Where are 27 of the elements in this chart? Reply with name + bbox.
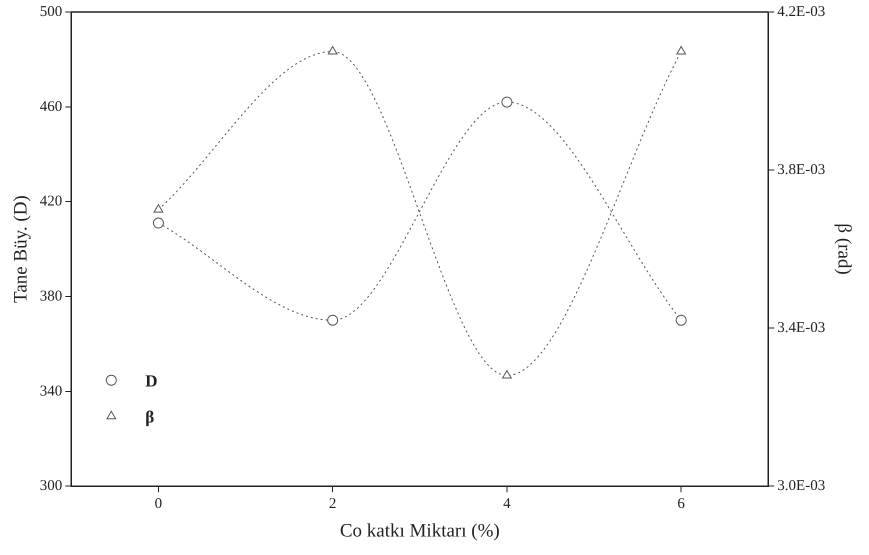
y-axis-title: Tane Büy. (D) <box>10 195 32 303</box>
y2-tick-label: 3.0E-03 <box>777 478 826 494</box>
y-tick-label: 340 <box>40 383 62 400</box>
y2-tick-label: 4.2E-03 <box>777 4 826 20</box>
point <box>501 96 512 108</box>
point <box>154 204 164 213</box>
x-axis-title: Co katkı Miktarı (%) <box>340 520 500 542</box>
x-tick-label: 2 <box>328 496 336 512</box>
point <box>676 314 687 326</box>
point <box>328 46 338 55</box>
y2-axis-title: β (rad) <box>834 223 855 275</box>
y-tick-label: 460 <box>40 98 62 115</box>
legend-label: D <box>145 372 158 391</box>
y2-tick-label: 3.8E-03 <box>777 162 826 178</box>
y-tick-label: 420 <box>40 194 62 210</box>
y-tick-label: 500 <box>40 4 62 20</box>
point <box>327 314 338 326</box>
x-tick-label: 6 <box>677 496 686 512</box>
point <box>676 46 686 55</box>
point <box>502 370 512 379</box>
y-tick-label: 300 <box>40 478 62 494</box>
legend-label: β <box>145 408 154 427</box>
y-tick-label: 380 <box>40 288 62 304</box>
y2-tick-label: 3.4E-03 <box>777 320 826 336</box>
x-tick-label: 4 <box>503 496 512 512</box>
point <box>152 218 164 229</box>
x-tick-label: 0 <box>154 496 162 512</box>
